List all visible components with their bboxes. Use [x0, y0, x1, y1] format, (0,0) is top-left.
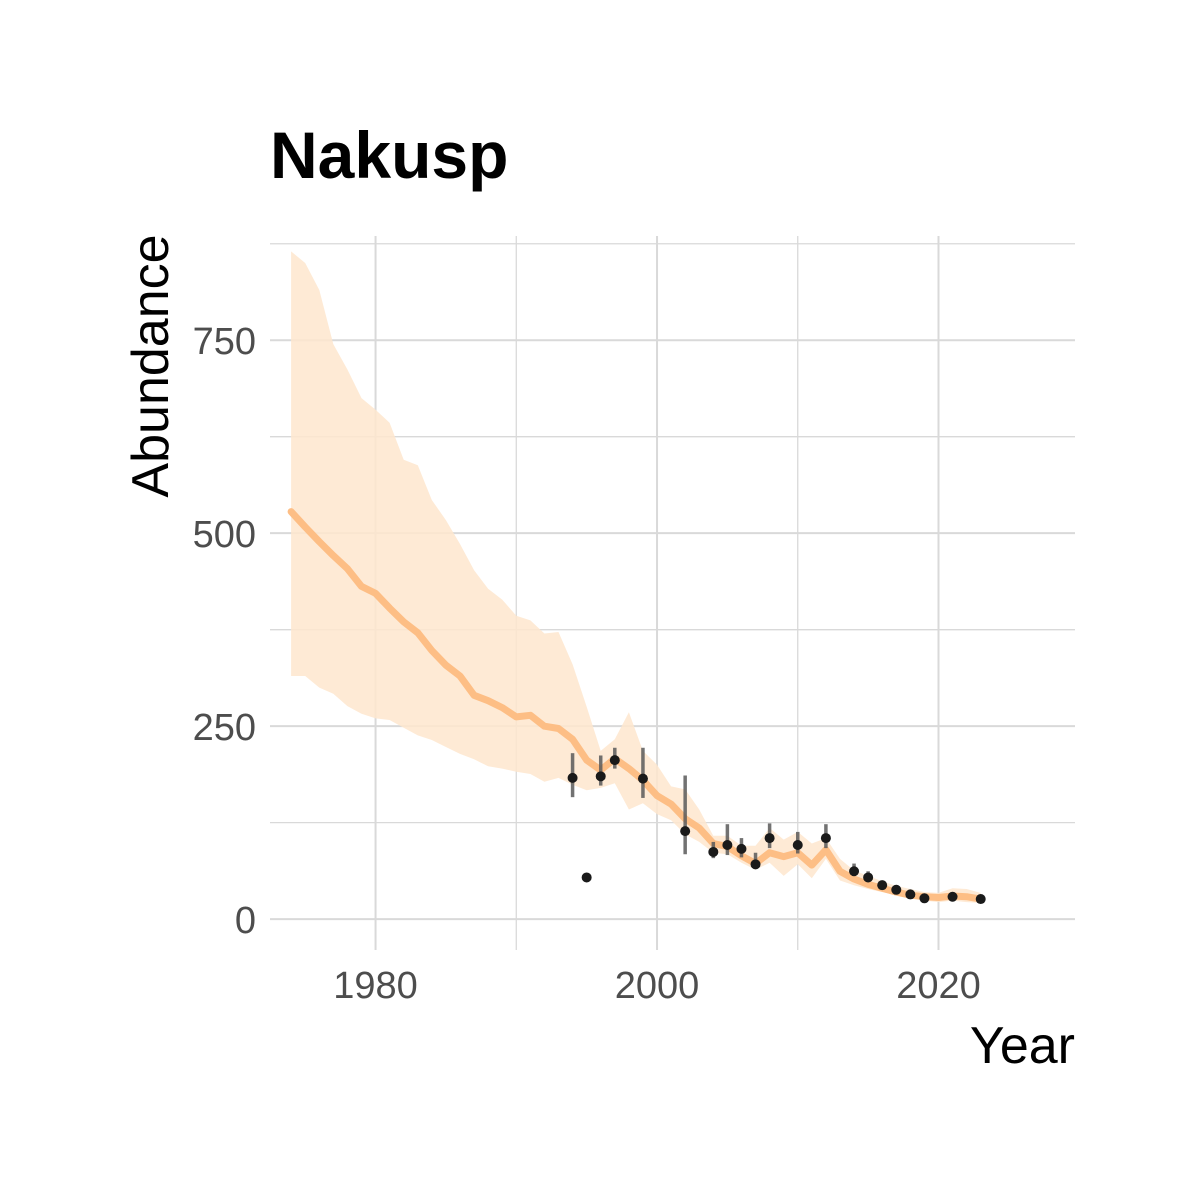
observation-point	[595, 771, 606, 782]
observation-point	[919, 893, 930, 904]
observation-point	[820, 833, 831, 844]
x-tick-label: 1980	[333, 965, 418, 1007]
confidence-band	[291, 251, 981, 903]
observation-point	[736, 843, 747, 854]
y-axis-title: Abundance	[122, 234, 180, 497]
observation-point	[905, 889, 916, 900]
observations-layer	[567, 747, 986, 905]
observation-point	[708, 846, 719, 857]
y-tick-label: 0	[235, 900, 256, 942]
observation-point	[947, 891, 958, 902]
tick-labels: 0 250 500 750 1980 2000 2020	[193, 321, 981, 1007]
observation-point	[680, 826, 691, 837]
observation-point	[891, 884, 902, 895]
x-axis-title: Year	[970, 1017, 1075, 1075]
observation-point	[581, 872, 592, 883]
x-tick-label: 2000	[615, 965, 700, 1007]
observation-point	[764, 833, 775, 844]
observation-point	[609, 755, 620, 766]
observation-point	[637, 773, 648, 784]
y-tick-label: 750	[193, 321, 256, 363]
x-tick-label: 2020	[896, 965, 981, 1007]
plot-grid	[270, 236, 1075, 950]
y-tick-label: 250	[193, 707, 256, 749]
y-tick-label: 500	[193, 514, 256, 556]
observation-point	[877, 880, 888, 891]
observation-point	[567, 772, 578, 783]
chart-title: Nakusp	[270, 118, 508, 192]
observation-point	[722, 840, 733, 851]
observation-point	[863, 872, 874, 883]
confidence-band-layer	[291, 251, 981, 903]
observation-point	[750, 859, 761, 870]
observation-point	[849, 866, 860, 877]
observation-point	[792, 840, 803, 851]
trend-line	[287, 508, 985, 903]
trend-line-layer	[287, 508, 985, 903]
observation-point	[975, 894, 986, 905]
